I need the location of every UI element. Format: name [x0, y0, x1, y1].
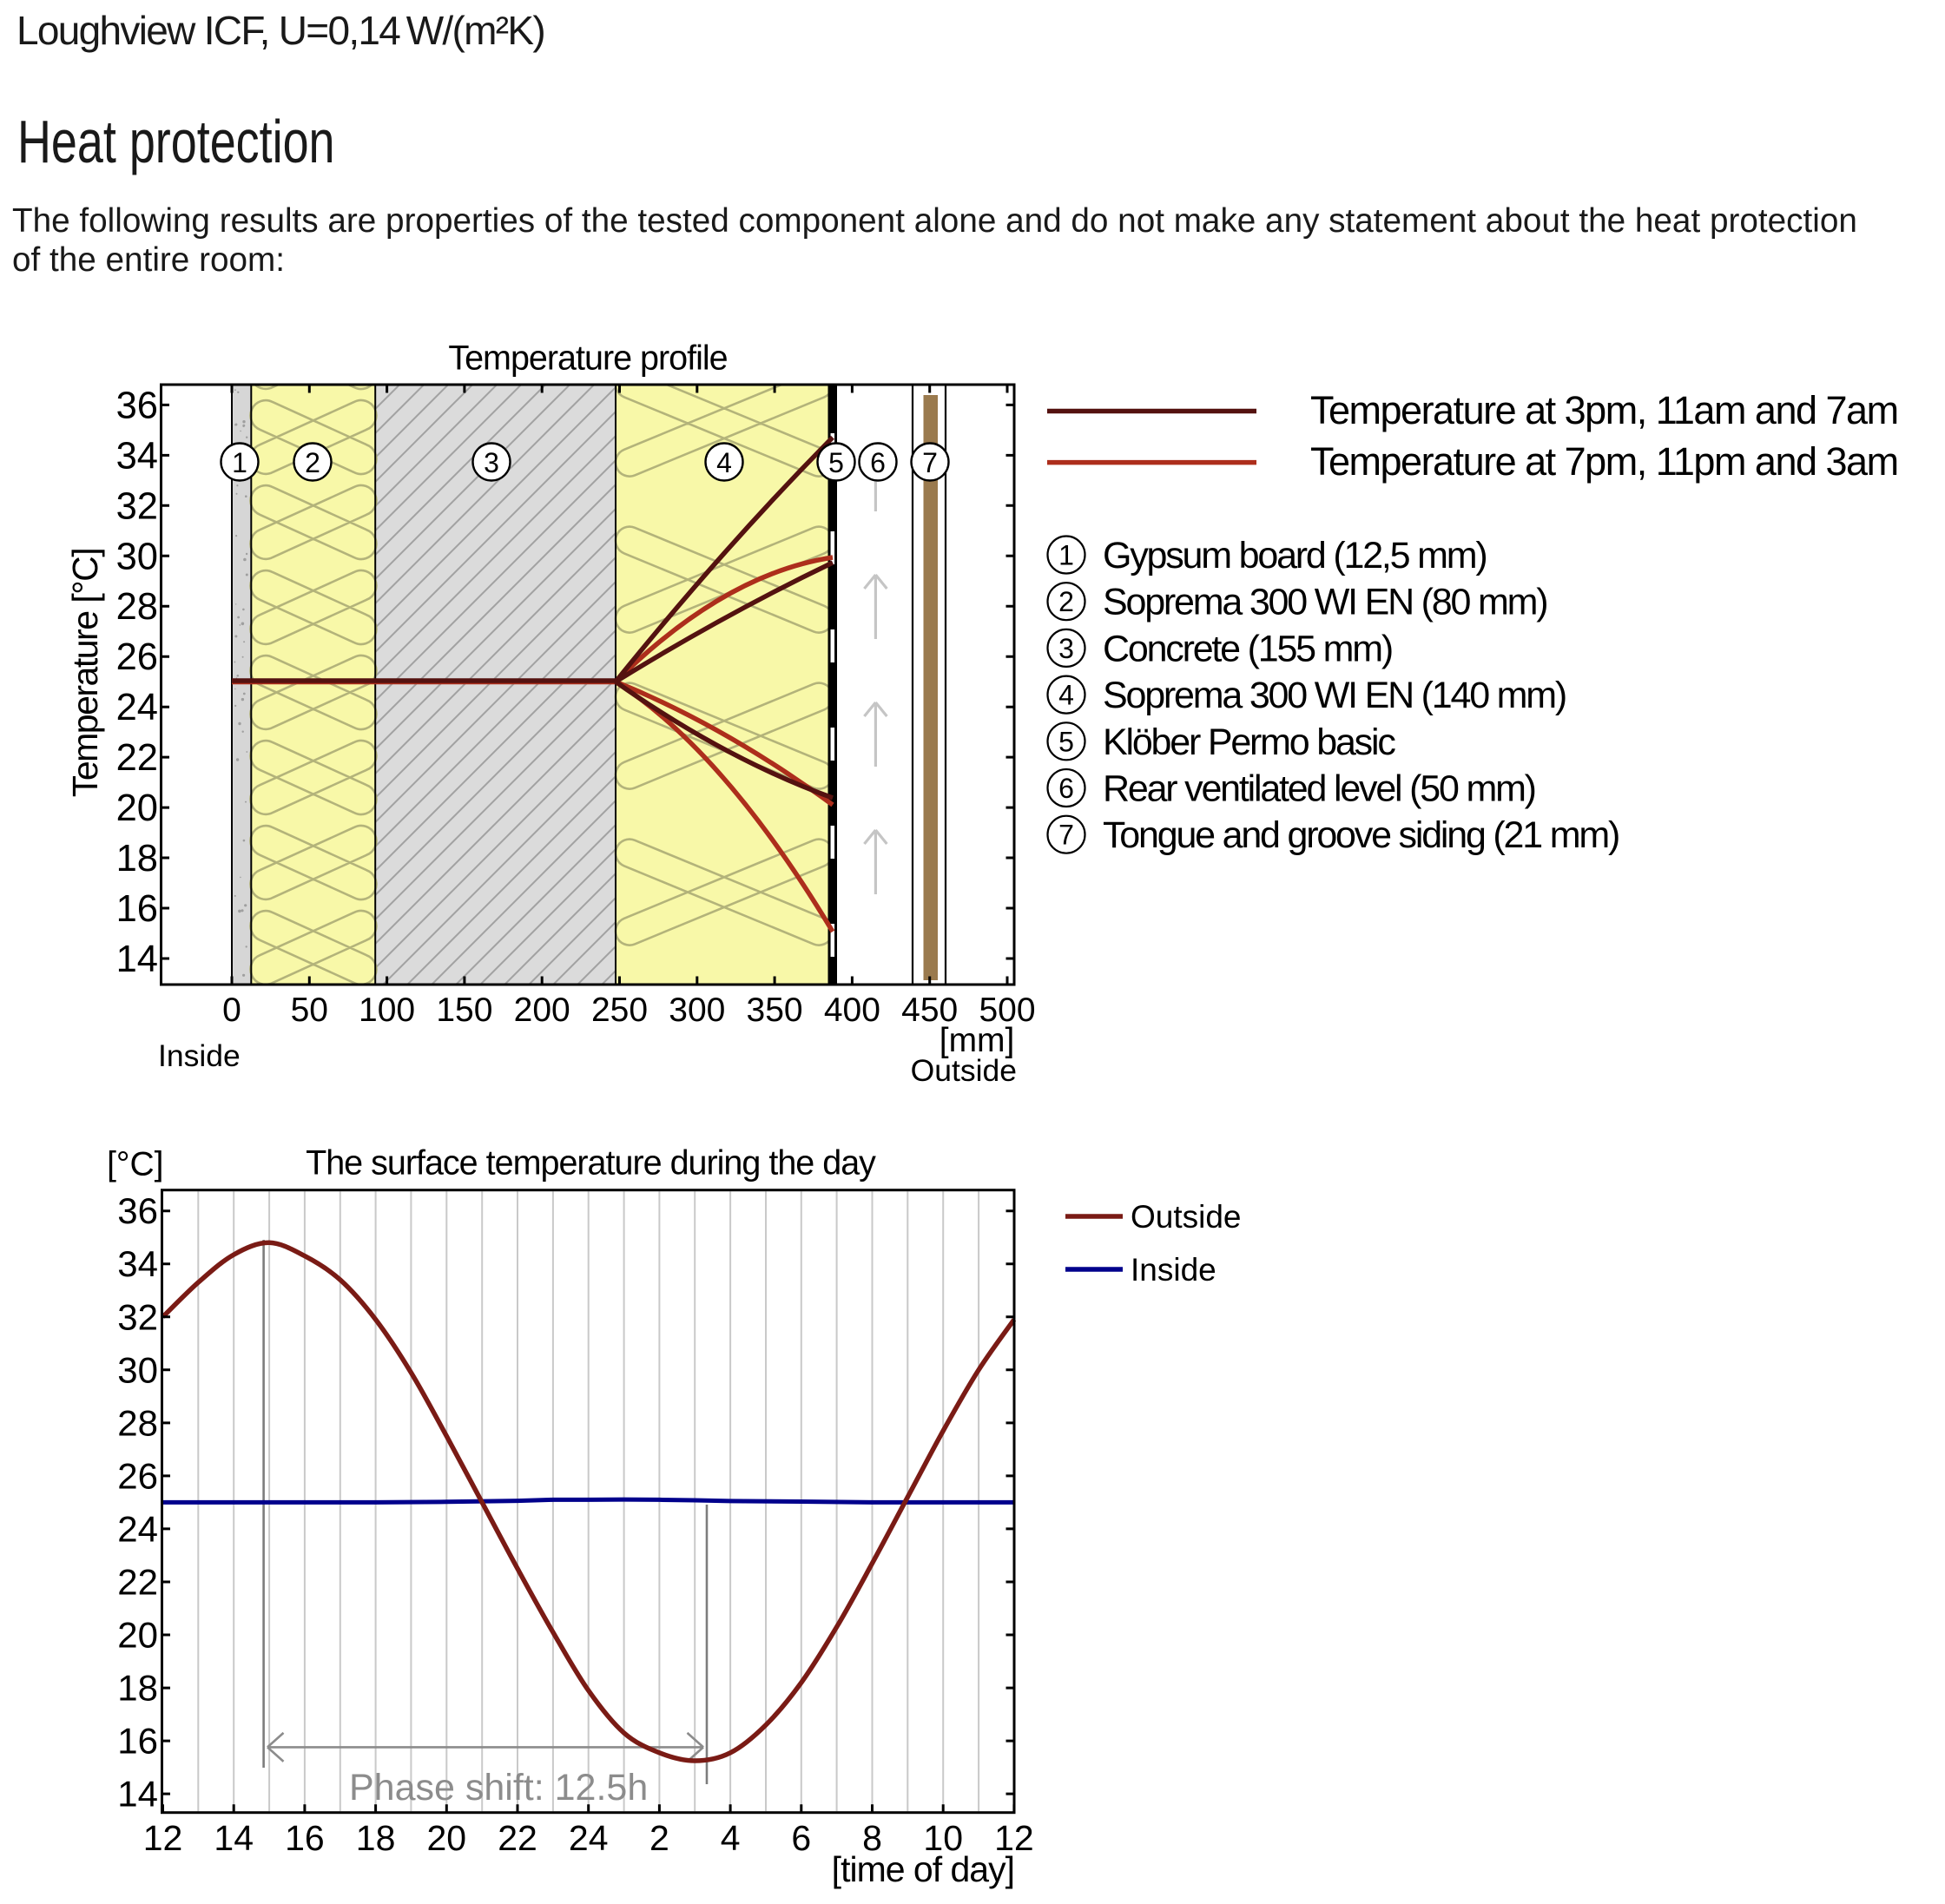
svg-text:Soprema 300 WI EN (80 mm): Soprema 300 WI EN (80 mm): [1103, 582, 1546, 623]
svg-text:1: 1: [232, 447, 247, 478]
svg-text:[time of day]: [time of day]: [832, 1849, 1014, 1889]
svg-text:7: 7: [922, 447, 938, 478]
svg-text:16: 16: [116, 888, 158, 930]
svg-text:5: 5: [1058, 726, 1074, 757]
svg-text:8: 8: [862, 1818, 882, 1858]
svg-text:14: 14: [214, 1818, 254, 1858]
svg-text:200: 200: [514, 992, 570, 1029]
svg-text:Outside: Outside: [1131, 1199, 1242, 1235]
svg-text:32: 32: [116, 485, 158, 527]
svg-text:34: 34: [116, 435, 158, 477]
svg-text:50: 50: [291, 992, 328, 1029]
svg-text:Phase shift: 12.5h: Phase shift: 12.5h: [349, 1767, 648, 1808]
svg-text:26: 26: [116, 636, 158, 678]
svg-text:26: 26: [117, 1455, 158, 1496]
svg-text:24: 24: [569, 1818, 609, 1858]
svg-text:Concrete (155 mm): Concrete (155 mm): [1103, 628, 1392, 669]
svg-text:30: 30: [116, 536, 158, 577]
svg-text:30: 30: [117, 1349, 158, 1390]
svg-text:Temperature at 3pm, 11am and 7: Temperature at 3pm, 11am and 7am: [1310, 388, 1898, 432]
svg-text:22: 22: [117, 1562, 158, 1603]
svg-text:3: 3: [1058, 633, 1074, 664]
svg-text:6: 6: [791, 1818, 811, 1858]
svg-text:2: 2: [1058, 586, 1074, 617]
svg-text:7: 7: [1058, 820, 1074, 851]
svg-text:[°C]: [°C]: [107, 1146, 163, 1183]
svg-text:450: 450: [901, 992, 958, 1029]
svg-text:1: 1: [1058, 540, 1074, 571]
svg-text:34: 34: [117, 1243, 158, 1284]
svg-text:14: 14: [116, 939, 158, 980]
svg-text:4: 4: [1058, 680, 1074, 711]
svg-text:18: 18: [116, 838, 158, 880]
svg-text:[mm]: [mm]: [940, 1022, 1015, 1059]
svg-text:22: 22: [116, 737, 158, 779]
svg-text:20: 20: [117, 1615, 158, 1656]
svg-text:14: 14: [117, 1774, 158, 1815]
svg-text:18: 18: [356, 1818, 396, 1858]
svg-text:20: 20: [426, 1818, 466, 1858]
svg-text:12: 12: [143, 1818, 183, 1858]
svg-text:250: 250: [591, 992, 648, 1029]
svg-text:0: 0: [222, 992, 241, 1029]
svg-text:300: 300: [669, 992, 725, 1029]
svg-text:6: 6: [870, 447, 886, 478]
svg-text:400: 400: [824, 992, 880, 1029]
svg-text:12: 12: [994, 1818, 1034, 1858]
svg-text:4: 4: [721, 1818, 741, 1858]
svg-text:3: 3: [484, 447, 499, 478]
svg-text:2: 2: [305, 447, 320, 478]
svg-text:500: 500: [979, 992, 1035, 1029]
svg-text:6: 6: [1058, 773, 1074, 804]
svg-text:24: 24: [117, 1508, 158, 1549]
svg-text:5: 5: [828, 447, 844, 478]
svg-text:22: 22: [498, 1818, 537, 1858]
svg-text:32: 32: [117, 1296, 158, 1337]
svg-text:16: 16: [117, 1721, 158, 1762]
svg-text:Rear ventilated level (50 mm): Rear ventilated level (50 mm): [1103, 768, 1535, 810]
svg-text:Temperature profile: Temperature profile: [448, 339, 727, 378]
svg-text:18: 18: [117, 1668, 158, 1709]
svg-text:2: 2: [649, 1818, 669, 1858]
svg-text:28: 28: [116, 586, 158, 628]
svg-text:Gypsum board (12,5 mm): Gypsum board (12,5 mm): [1103, 535, 1486, 576]
svg-text:36: 36: [116, 385, 158, 426]
svg-text:Temperature at 7pm, 11pm and 3: Temperature at 7pm, 11pm and 3am: [1310, 439, 1898, 484]
svg-text:Klöber Permo basic: Klöber Permo basic: [1103, 721, 1395, 763]
svg-text:100: 100: [359, 992, 415, 1029]
svg-text:350: 350: [747, 992, 803, 1029]
svg-text:20: 20: [116, 787, 158, 829]
svg-text:36: 36: [117, 1190, 158, 1231]
svg-text:Soprema 300 WI EN (140 mm): Soprema 300 WI EN (140 mm): [1103, 675, 1566, 716]
svg-text:24: 24: [116, 687, 158, 728]
svg-text:Tongue and groove siding (21 m: Tongue and groove siding (21 mm): [1103, 814, 1619, 856]
svg-text:Outside: Outside: [911, 1053, 1017, 1088]
svg-text:Temperature [°C]: Temperature [°C]: [65, 549, 105, 797]
svg-text:28: 28: [117, 1402, 158, 1443]
svg-text:4: 4: [716, 447, 732, 478]
svg-text:Inside: Inside: [1131, 1252, 1216, 1288]
svg-text:Inside: Inside: [158, 1038, 241, 1073]
svg-text:150: 150: [436, 992, 492, 1029]
svg-text:16: 16: [285, 1818, 325, 1858]
svg-text:10: 10: [923, 1818, 963, 1858]
svg-text:The surface temperature during: The surface temperature during the day: [306, 1144, 876, 1183]
